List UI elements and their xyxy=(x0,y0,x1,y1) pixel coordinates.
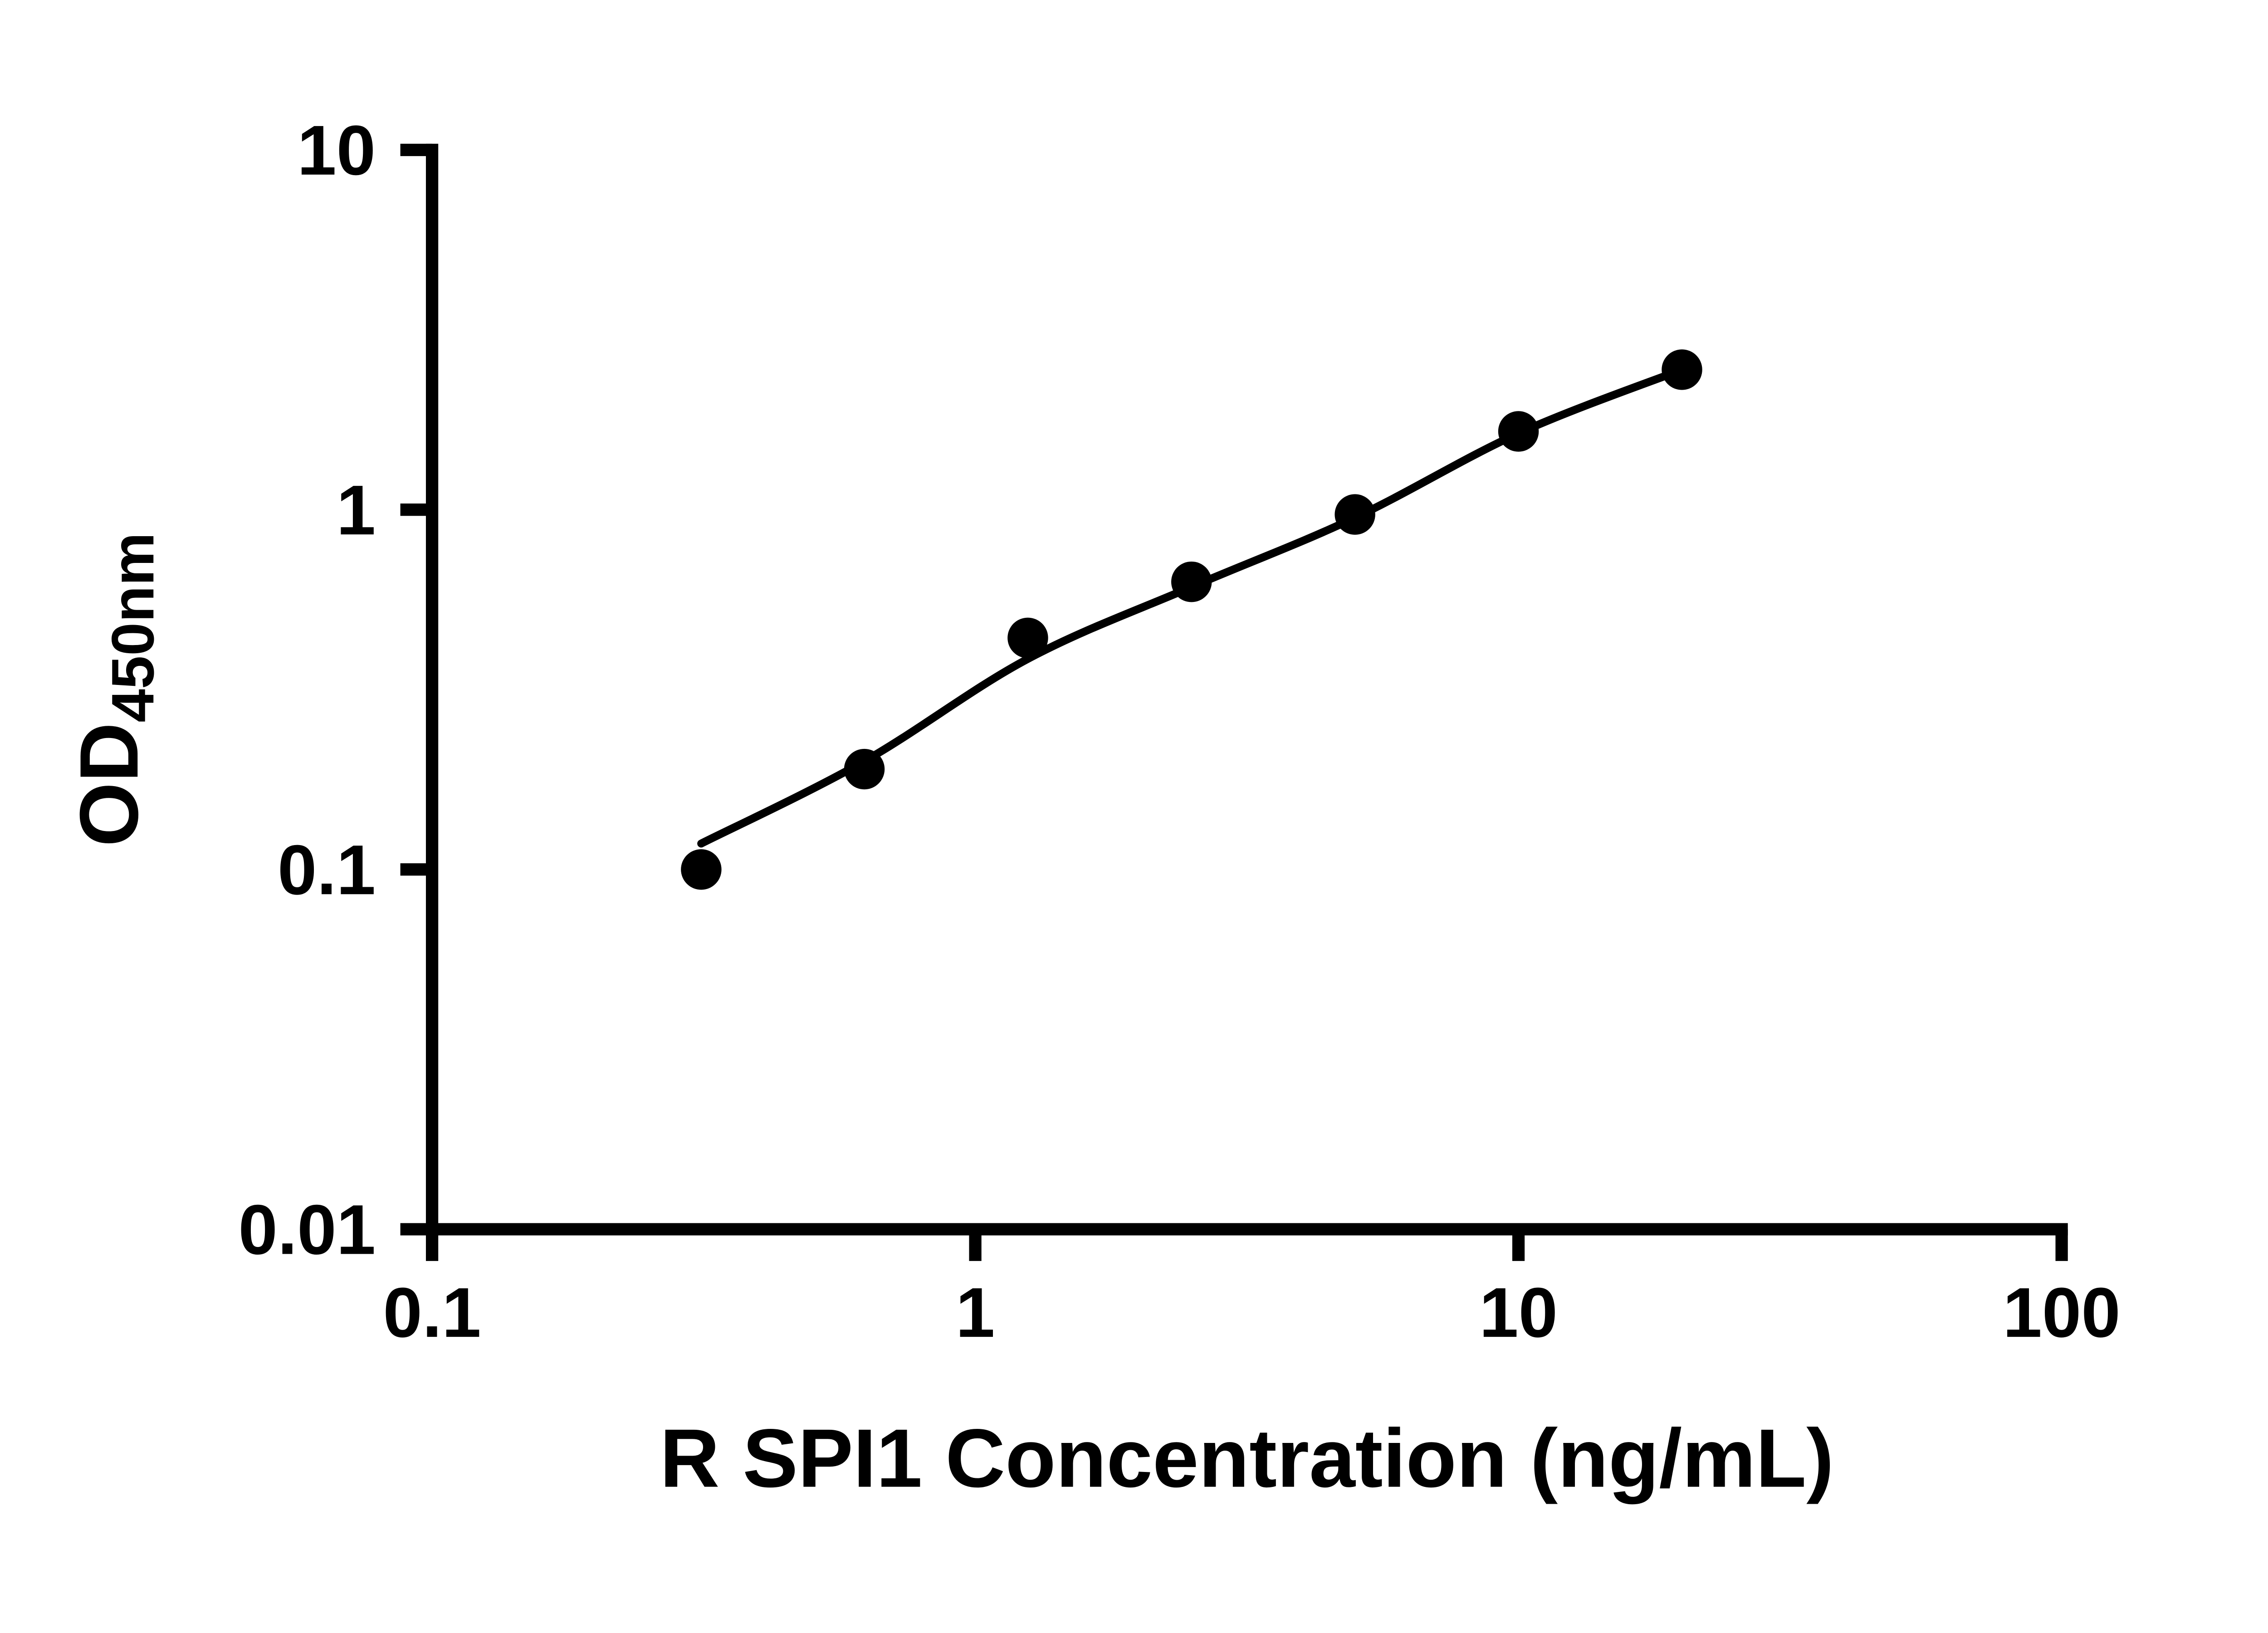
data-point xyxy=(1171,561,1212,602)
x-axis-tick-label: 1 xyxy=(956,1273,995,1352)
x-axis-tick-label: 0.1 xyxy=(383,1273,481,1352)
data-point xyxy=(844,748,885,790)
x-axis-title: R SPI1 Concentration (ng/mL) xyxy=(660,1412,1834,1505)
y-axis-tick-label: 0.01 xyxy=(238,1190,376,1269)
data-layer xyxy=(681,349,1702,890)
y-axis-tick-label: 0.1 xyxy=(278,830,376,909)
figure: 0.1 1 10 100 0.01 0.1 1 10 R SPI1 Concentration… xyxy=(63,110,2121,1505)
y-axis-title-sub: 450nm xyxy=(99,533,166,723)
axis-spines xyxy=(425,143,2068,1236)
y-axis-title: OD450nm xyxy=(63,533,166,847)
x-axis-tick-label: 10 xyxy=(1479,1273,1558,1352)
y-axis-title-main: OD xyxy=(63,723,155,847)
data-point xyxy=(1334,494,1375,535)
data-point xyxy=(1498,411,1539,452)
data-point xyxy=(1662,349,1702,390)
y-axis-tick-label: 10 xyxy=(297,111,376,190)
data-point xyxy=(1007,617,1048,659)
x-axis-tick-label: 100 xyxy=(2003,1273,2120,1352)
y-axis-tick-label: 1 xyxy=(337,470,376,549)
data-point xyxy=(681,849,722,890)
